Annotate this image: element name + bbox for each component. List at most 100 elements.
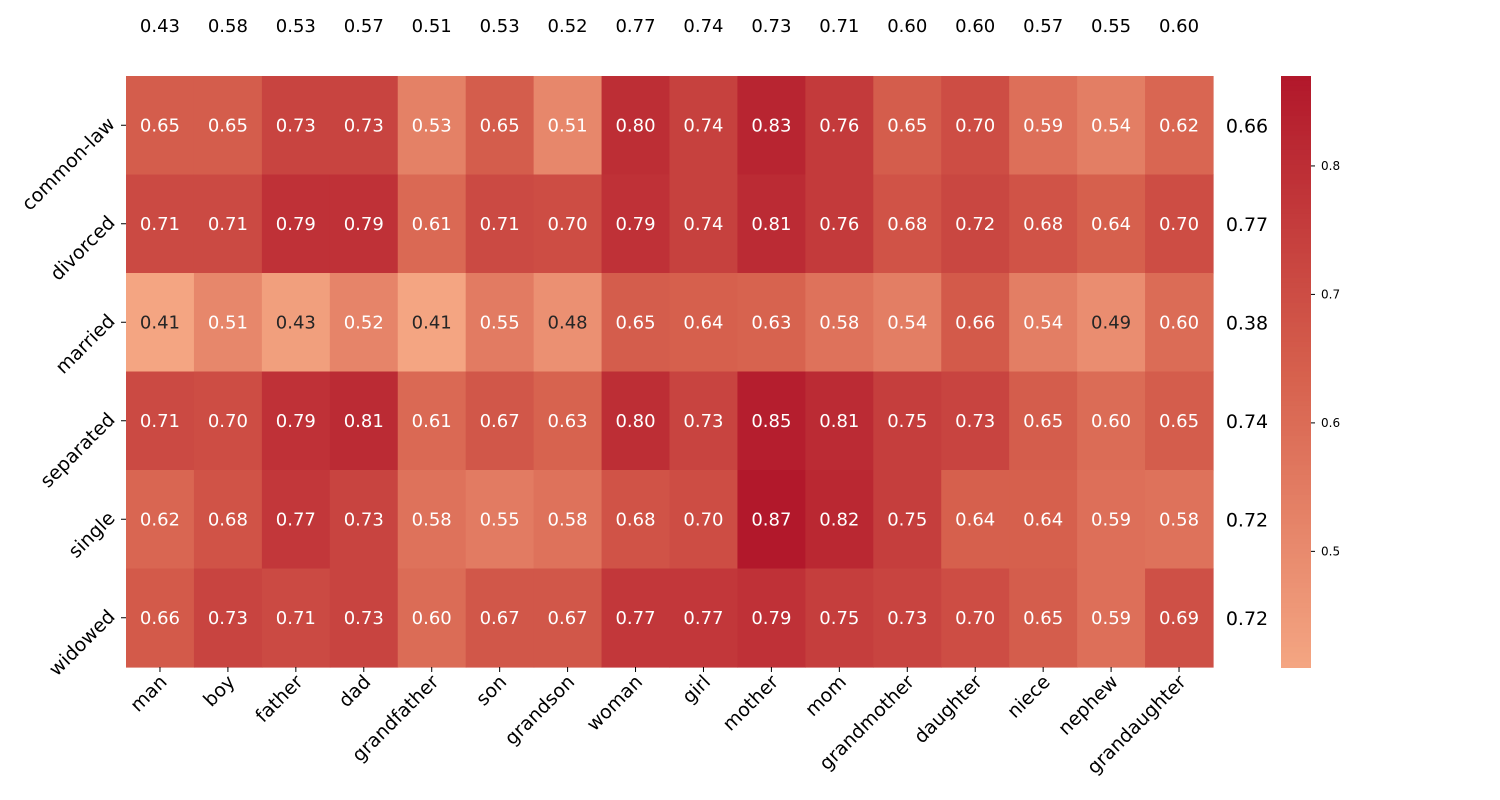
colorbar-segment [1281,371,1311,378]
colorbar-segment [1281,159,1311,166]
x-tick-label: daughter [910,671,987,748]
colorbar-segment [1281,90,1311,97]
cell-value-label: 0.58 [819,312,859,333]
cell-value-label: 0.68 [1023,214,1063,235]
colorbar-segment [1281,76,1311,82]
colorbar-segment [1281,386,1311,393]
cell-value-label: 0.73 [955,411,995,432]
cell-value-label: 0.48 [548,312,588,333]
cell-value-label: 0.73 [344,608,384,629]
cell-value-label: 0.79 [615,214,655,235]
colorbar-segment [1281,100,1311,107]
heatmap-cell [601,371,671,471]
y-tick-label: single [64,507,119,562]
heatmap-cell [1145,76,1214,176]
cell-value-label: 0.63 [751,312,791,333]
heatmap-cell [873,76,942,176]
colorbar-segment [1281,282,1311,289]
heatmap-cell [465,76,535,176]
column-summary-label: 0.58 [208,16,248,37]
cell-value-label: 0.58 [412,509,452,530]
row-summary-label: 0.66 [1226,115,1268,137]
colorbar-segment [1281,474,1311,481]
column-summary-label: 0.52 [548,16,588,37]
cell-value-label: 0.68 [887,214,927,235]
cell-value-label: 0.82 [819,509,859,530]
heatmap-cell [1077,568,1146,668]
colorbar-segment [1281,356,1311,363]
heatmap-cell [533,76,603,176]
colorbar-segment [1281,543,1311,550]
cell-value-label: 0.73 [208,608,248,629]
colorbar-segment [1281,657,1311,664]
colorbar-segment [1281,598,1311,604]
colorbar-segment [1281,243,1311,250]
heatmap-cell [669,371,739,471]
heatmap-cell [873,470,942,570]
heatmap-cell [737,273,806,373]
heatmap-cell [126,470,195,570]
colorbar-segment [1281,292,1311,299]
colorbar-segment [1281,302,1311,309]
heatmap-cell [1077,76,1146,176]
colorbar-segment [1281,346,1311,353]
cell-value-label: 0.77 [276,509,316,530]
heatmap-cell [465,174,535,274]
colorbar-segment [1281,563,1311,570]
heatmap-cell [261,273,331,373]
heatmap-cell [193,470,263,570]
colorbar-segment [1281,204,1311,210]
cell-value-label: 0.68 [615,509,655,530]
cell-value-label: 0.41 [140,312,180,333]
colorbar-segment [1281,479,1311,486]
cell-value-label: 0.80 [615,115,655,136]
heatmap-cell [1009,174,1078,274]
x-tick-label: girl [678,671,715,708]
cell-value-label: 0.87 [751,509,791,530]
colorbar-segment [1281,115,1311,122]
x-tick-label: man [126,671,171,716]
colorbar-segment [1281,149,1311,156]
colorbar-segment [1281,287,1311,294]
colorbar-segment [1281,268,1311,274]
column-summary-label: 0.60 [955,16,995,37]
cell-value-label: 0.64 [1023,509,1063,530]
heatmap-cell [1145,568,1214,668]
heatmap-cell [805,273,874,373]
cell-value-label: 0.73 [276,115,316,136]
cell-value-label: 0.74 [683,115,723,136]
heatmap-cell [1145,371,1214,471]
colorbar-segment [1281,440,1311,447]
heatmap-cell [669,470,739,570]
heatmap-cell [193,273,263,373]
colorbar-segment [1281,607,1311,614]
colorbar-segment [1281,445,1311,452]
cell-value-label: 0.62 [1159,115,1199,136]
colorbar-segment [1281,662,1311,668]
cell-value-label: 0.73 [683,411,723,432]
heatmap-cell [601,273,671,373]
heatmap-cell [329,174,399,274]
heatmap-cell [873,371,942,471]
colorbar-segment [1281,401,1311,407]
colorbar-segment [1281,105,1311,112]
colorbar-segment [1281,499,1311,506]
colorbar-segment [1281,514,1311,521]
cell-value-label: 0.65 [887,115,927,136]
colorbar-segment [1281,337,1311,343]
cell-value-label: 0.79 [276,214,316,235]
colorbar-segment [1281,238,1311,245]
heatmap-cell [465,568,535,668]
colorbar-segment [1281,341,1311,348]
heatmap-cell [126,568,195,668]
heatmap-cell [126,371,195,471]
y-tick-label: common-law [18,113,120,215]
colorbar-segment [1281,583,1311,590]
colorbar-segment [1281,617,1311,624]
colorbar-segment [1281,435,1311,442]
heatmap-cell [329,273,399,373]
y-tick-label: married [51,310,119,378]
x-tick-label: father [251,671,307,727]
heatmap-cell [533,371,603,471]
